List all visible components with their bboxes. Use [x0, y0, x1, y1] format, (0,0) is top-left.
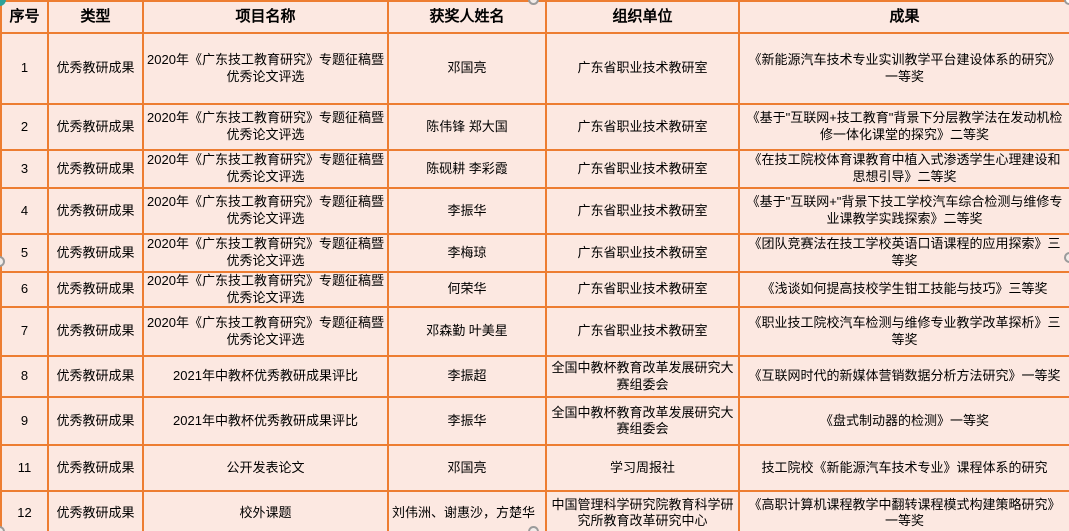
cell-awardee-names: 陈砚耕 李彩霞 [387, 149, 547, 189]
cell-type: 优秀教研成果 [47, 444, 144, 493]
table-row: 1 优秀教研成果 2020年《广东技工教育研究》专题征稿暨优秀论文评选 邓国亮 广东省职… [0, 32, 1069, 105]
column-header-5: 成果 [738, 0, 1069, 34]
selection-handle-right-middle[interactable] [1064, 252, 1069, 263]
selection-handle-bottom-middle[interactable] [528, 526, 539, 531]
cell-awardee-names: 李振华 [387, 396, 547, 447]
cell-type: 优秀教研成果 [47, 149, 144, 189]
cell-type: 优秀教研成果 [47, 233, 144, 273]
cell-project-name: 2021年中教杯优秀教研成果评比 [142, 355, 389, 399]
cell-index: 4 [0, 187, 49, 235]
table-row: 9 优秀教研成果 2021年中教杯优秀教研成果评比 李振华 全国中教杯教育改革发展研究大… [0, 396, 1069, 447]
cell-achievement: 《新能源汽车技术专业实训教学平台建设体系的研究》一等奖 [738, 32, 1069, 105]
column-header-1: 类型 [47, 0, 144, 34]
cell-achievement: 《浅谈如何提高技校学生钳工技能与技巧》三等奖 [738, 270, 1069, 309]
table-row: 7 优秀教研成果 2020年《广东技工教育研究》专题征稿暨优秀论文评选 邓森勤 叶美星… [0, 306, 1069, 358]
cell-type: 优秀教研成果 [47, 490, 144, 531]
cell-organizer: 广东省职业技术教研室 [545, 270, 740, 309]
cell-awardee-names: 邓森勤 叶美星 [387, 306, 547, 358]
cell-organizer: 学习周报社 [545, 444, 740, 493]
cell-project-name: 2020年《广东技工教育研究》专题征稿暨优秀论文评选 [142, 233, 389, 273]
cell-index: 12 [0, 490, 49, 531]
cell-awardee-names: 李振超 [387, 355, 547, 399]
cell-organizer: 全国中教杯教育改革发展研究大赛组委会 [545, 355, 740, 399]
cell-organizer: 广东省职业技术教研室 [545, 233, 740, 273]
cell-project-name: 2020年《广东技工教育研究》专题征稿暨优秀论文评选 [142, 103, 389, 151]
cell-type: 优秀教研成果 [47, 32, 144, 105]
table-row: 8 优秀教研成果 2021年中教杯优秀教研成果评比 李振超 全国中教杯教育改革发展研究大… [0, 355, 1069, 399]
cell-awardee-names: 李振华 [387, 187, 547, 235]
cell-awardee-names: 陈伟锋 郑大国 [387, 103, 547, 151]
cell-index: 6 [0, 270, 49, 309]
table-row: 3 优秀教研成果 2020年《广东技工教育研究》专题征稿暨优秀论文评选 陈砚耕 李彩霞… [0, 149, 1069, 189]
column-header-4: 组织单位 [545, 0, 740, 34]
cell-awardee-names: 邓国亮 [387, 444, 547, 493]
selection-handle-top-left[interactable] [0, 0, 6, 6]
column-header-0: 序号 [0, 0, 49, 34]
table-row: 2 优秀教研成果 2020年《广东技工教育研究》专题征稿暨优秀论文评选 陈伟锋 郑大国… [0, 103, 1069, 151]
cell-project-name: 校外课题 [142, 490, 389, 531]
column-header-2: 项目名称 [142, 0, 389, 34]
cell-achievement: 《互联网时代的新媒体营销数据分析方法研究》一等奖 [738, 355, 1069, 399]
cell-achievement: 《基于"互联网+技工教育"背景下分层教学法在发动机检修一体化课堂的探究》二等奖 [738, 103, 1069, 151]
cell-project-name: 2021年中教杯优秀教研成果评比 [142, 396, 389, 447]
cell-organizer: 广东省职业技术教研室 [545, 149, 740, 189]
cell-achievement: 技工院校《新能源汽车技术专业》课程体系的研究 [738, 444, 1069, 493]
cell-index: 7 [0, 306, 49, 358]
cell-type: 优秀教研成果 [47, 355, 144, 399]
cell-index: 3 [0, 149, 49, 189]
selection-handle-left-middle[interactable] [0, 256, 5, 267]
cell-organizer: 全国中教杯教育改革发展研究大赛组委会 [545, 396, 740, 447]
cell-organizer: 广东省职业技术教研室 [545, 306, 740, 358]
cell-type: 优秀教研成果 [47, 270, 144, 309]
cell-project-name: 2020年《广东技工教育研究》专题征稿暨优秀论文评选 [142, 306, 389, 358]
cell-index: 5 [0, 233, 49, 273]
cell-index: 11 [0, 444, 49, 493]
selection-handle-top-middle[interactable] [528, 0, 539, 5]
cell-organizer: 广东省职业技术教研室 [545, 187, 740, 235]
cell-awardee-names: 李梅琼 [387, 233, 547, 273]
cell-type: 优秀教研成果 [47, 103, 144, 151]
cell-awardee-names: 刘伟洲、谢惠沙，方楚华 [387, 490, 547, 531]
cell-organizer: 广东省职业技术教研室 [545, 32, 740, 105]
cell-project-name: 2020年《广东技工教育研究》专题征稿暨优秀论文评选 [142, 270, 389, 309]
selection-handle-top-right[interactable] [1064, 0, 1069, 5]
cell-achievement: 《团队竞赛法在技工学校英语口语课程的应用探索》三等奖 [738, 233, 1069, 273]
cell-type: 优秀教研成果 [47, 306, 144, 358]
cell-type: 优秀教研成果 [47, 187, 144, 235]
cell-project-name: 2020年《广东技工教育研究》专题征稿暨优秀论文评选 [142, 32, 389, 105]
table-row: 12 优秀教研成果 校外课题 刘伟洲、谢惠沙，方楚华 中国管理科学研究院教育科学研究所教… [0, 490, 1069, 531]
cell-organizer: 中国管理科学研究院教育科学研究所教育改革研究中心 [545, 490, 740, 531]
cell-achievement: 《在技工院校体育课教育中植入式渗透学生心理建设和思想引导》二等奖 [738, 149, 1069, 189]
cell-project-name: 2020年《广东技工教育研究》专题征稿暨优秀论文评选 [142, 149, 389, 189]
cell-index: 1 [0, 32, 49, 105]
table-row: 11 优秀教研成果 公开发表论文 邓国亮 学习周报社 技工院校《新能源汽车技术专业》课程体… [0, 444, 1069, 493]
selection-handle-bottom-left[interactable] [0, 526, 5, 531]
cell-index: 8 [0, 355, 49, 399]
table-row: 6 优秀教研成果 2020年《广东技工教育研究》专题征稿暨优秀论文评选 何荣华 广东省职… [0, 270, 1069, 309]
cell-achievement: 《盘式制动器的检测》一等奖 [738, 396, 1069, 447]
cell-achievement: 《高职计算机课程教学中翻转课程模式构建策略研究》一等奖 [738, 490, 1069, 531]
cell-achievement: 《基于"互联网+"背景下技工学校汽车综合检测与维修专业课教学实践探索》二等奖 [738, 187, 1069, 235]
cell-index: 9 [0, 396, 49, 447]
cell-awardee-names: 邓国亮 [387, 32, 547, 105]
cell-organizer: 广东省职业技术教研室 [545, 103, 740, 151]
table-row: 4 优秀教研成果 2020年《广东技工教育研究》专题征稿暨优秀论文评选 李振华 广东省职… [0, 187, 1069, 235]
cell-type: 优秀教研成果 [47, 396, 144, 447]
cell-index: 2 [0, 103, 49, 151]
cell-awardee-names: 何荣华 [387, 270, 547, 309]
cell-achievement: 《职业技工院校汽车检测与维修专业教学改革探析》三等奖 [738, 306, 1069, 358]
cell-project-name: 2020年《广东技工教育研究》专题征稿暨优秀论文评选 [142, 187, 389, 235]
table-row: 5 优秀教研成果 2020年《广东技工教育研究》专题征稿暨优秀论文评选 李梅琼 广东省职… [0, 233, 1069, 273]
cell-project-name: 公开发表论文 [142, 444, 389, 493]
column-header-3: 获奖人姓名 [387, 0, 547, 34]
